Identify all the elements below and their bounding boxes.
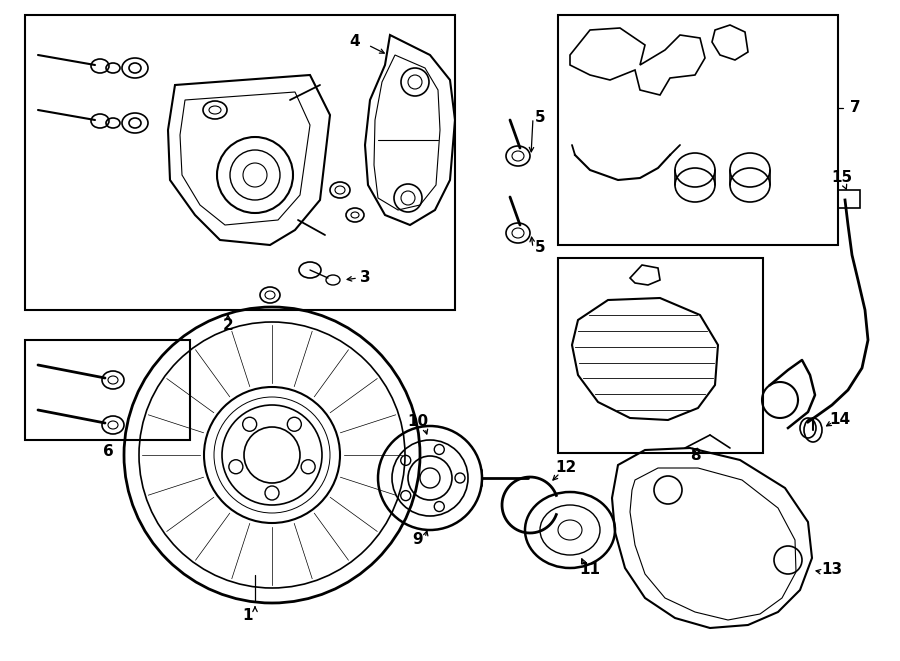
Text: 3: 3 bbox=[360, 270, 370, 286]
Text: 2: 2 bbox=[222, 317, 233, 332]
Text: 5: 5 bbox=[535, 241, 545, 256]
Text: 4: 4 bbox=[350, 34, 360, 50]
Text: 14: 14 bbox=[830, 412, 850, 428]
Text: 10: 10 bbox=[408, 414, 428, 430]
Text: 8: 8 bbox=[689, 447, 700, 463]
Text: 1: 1 bbox=[243, 607, 253, 623]
Bar bbox=[558, 258, 763, 453]
Text: 9: 9 bbox=[413, 533, 423, 547]
Text: 13: 13 bbox=[822, 563, 842, 578]
Bar bbox=[838, 190, 860, 208]
Text: 7: 7 bbox=[850, 100, 860, 116]
Text: 12: 12 bbox=[555, 461, 577, 475]
Text: 5: 5 bbox=[535, 110, 545, 126]
Text: 11: 11 bbox=[580, 563, 600, 578]
Bar bbox=[558, 15, 838, 245]
Text: 6: 6 bbox=[103, 444, 113, 459]
Text: 15: 15 bbox=[832, 171, 852, 186]
Bar bbox=[25, 340, 190, 440]
Bar bbox=[25, 15, 455, 310]
